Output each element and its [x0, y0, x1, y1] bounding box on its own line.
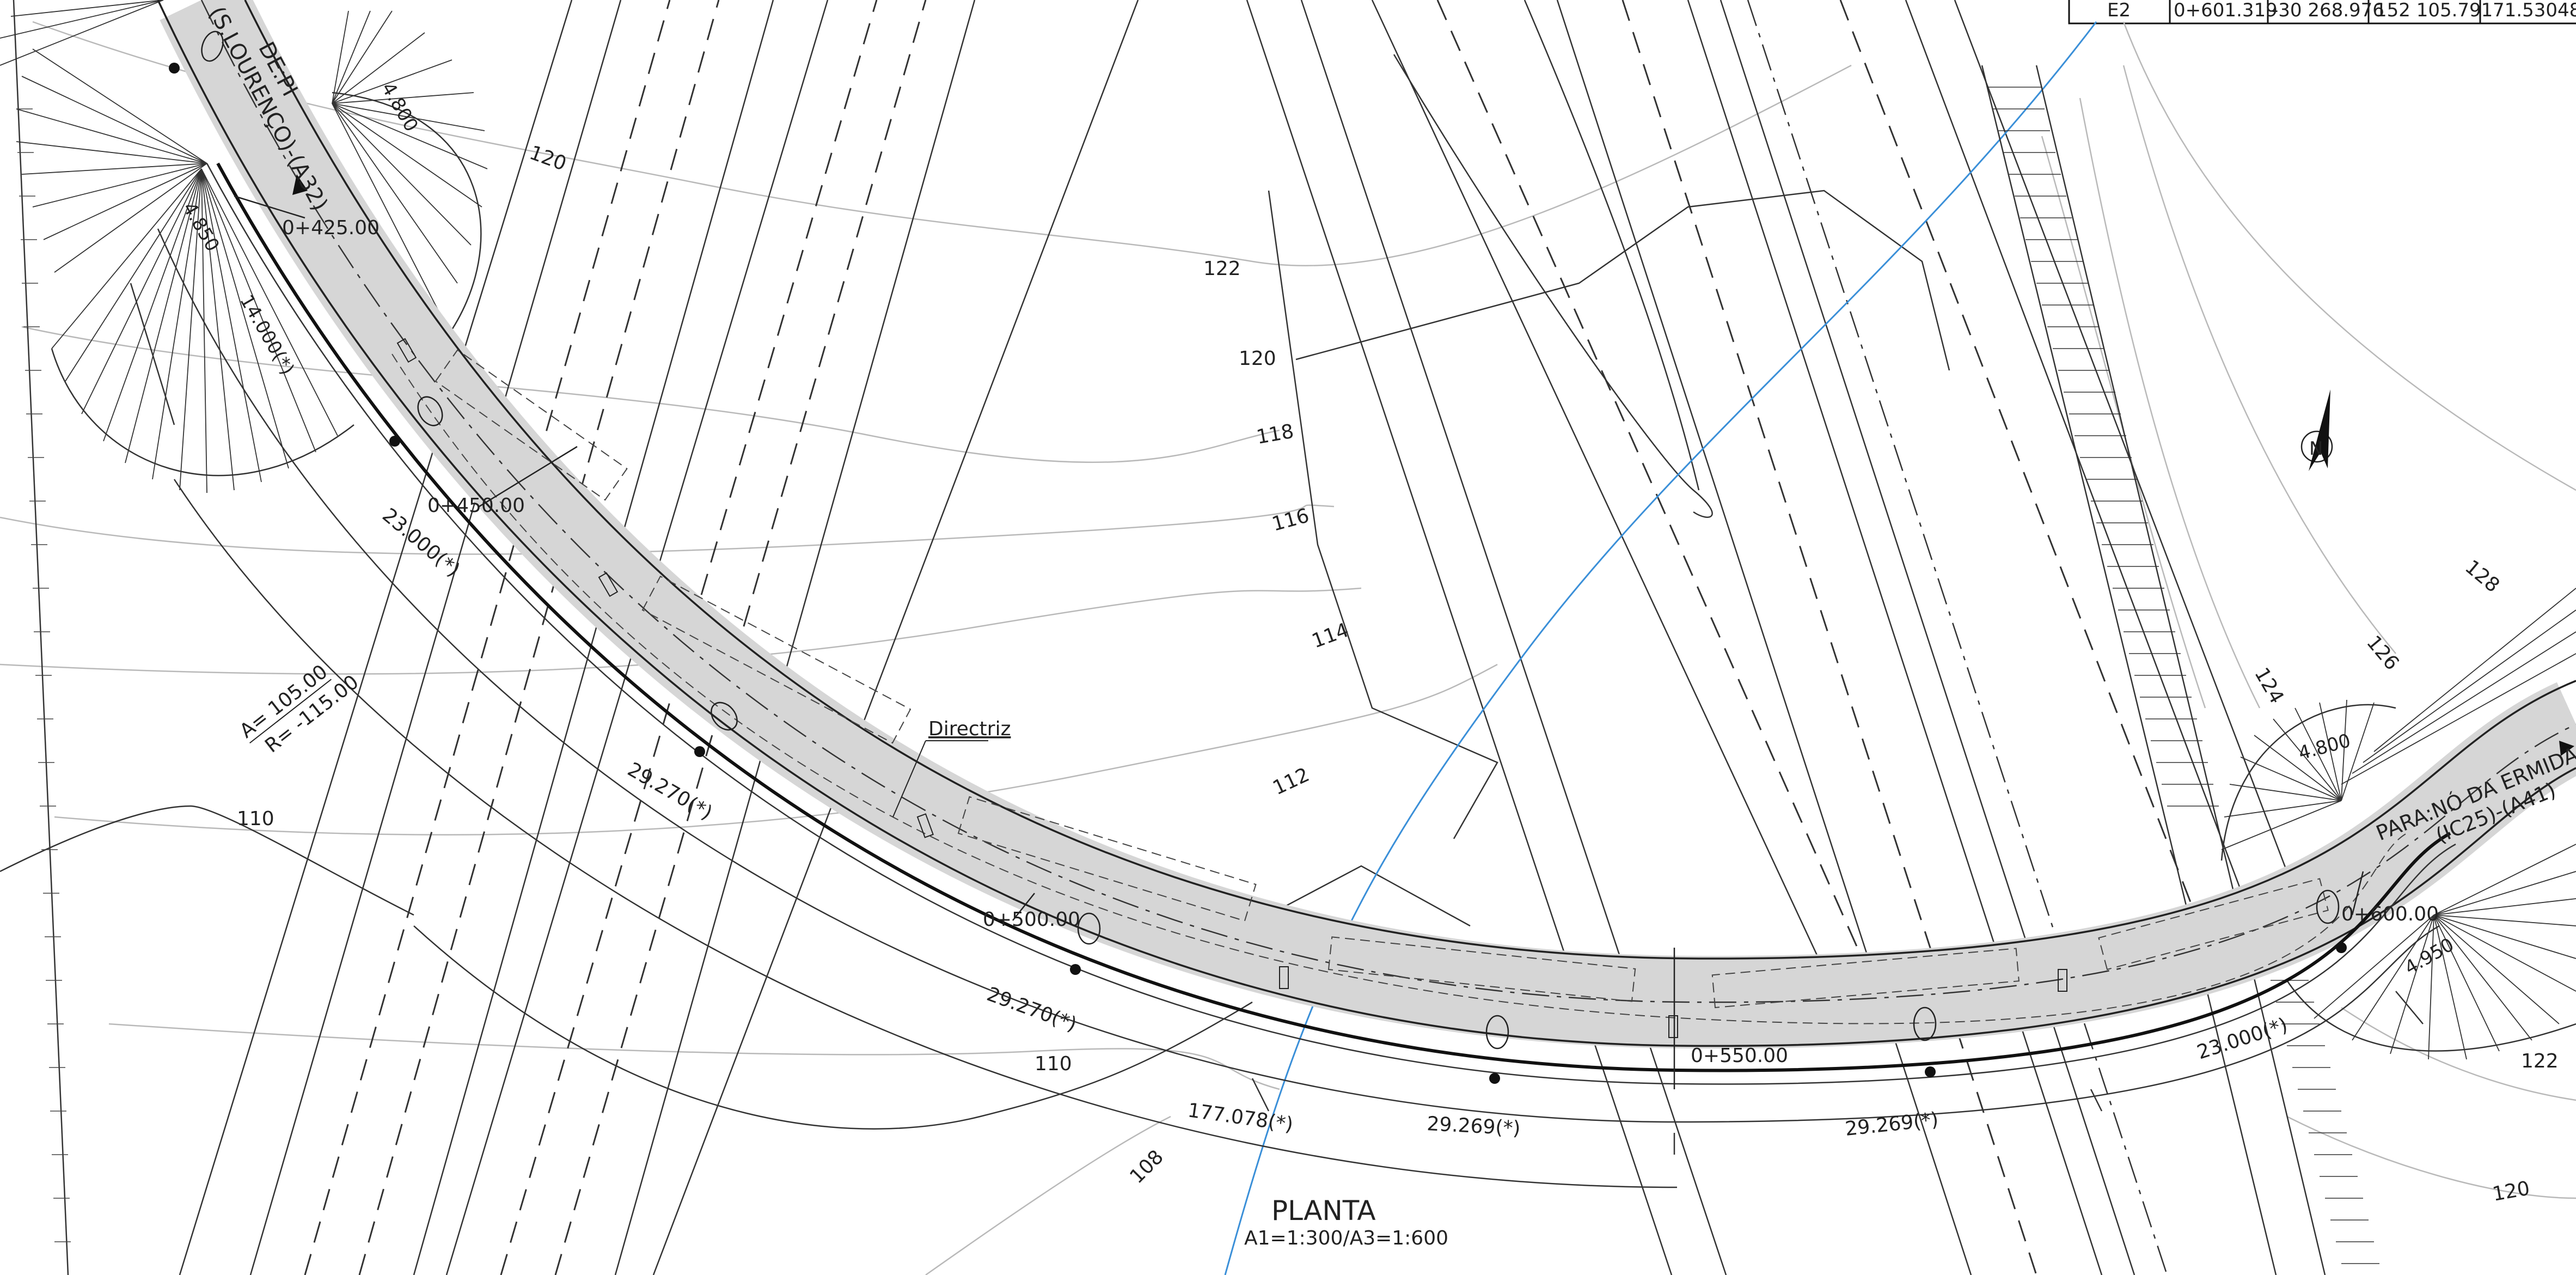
drawing-labels: 0+425.00 0+450.00 0+500.00 0+550.00 0+60…	[178, 3, 2576, 1249]
ramp-road	[157, 0, 2576, 1089]
slope-fan-right-upper	[2220, 588, 2576, 861]
slope-fan-top-right	[332, 10, 488, 338]
dimension-29270-b: 29.270(*)	[984, 983, 1080, 1036]
directriz-label: Directriz	[928, 718, 1011, 740]
contour-label: 108	[1125, 1146, 1168, 1188]
dimension-177078: 177.078(*)	[1186, 1099, 1295, 1136]
table-cell-station: 0+601.319	[2174, 0, 2278, 21]
contour-label: 110	[1035, 1053, 1072, 1075]
contour-label: 114	[1309, 619, 1352, 652]
left-edge-hatching	[13, 0, 71, 1275]
contour-label: 112	[1269, 764, 1313, 800]
contour-label: 122	[2521, 1050, 2559, 1072]
dimension-14000: 14.000(*)	[235, 291, 298, 379]
dimension-lines	[130, 228, 2440, 1188]
table-cell-y: 152 105.791	[2375, 0, 2493, 21]
coordinate-table: E2 0+601.319 -30 268.976 152 105.791 71.…	[2068, 0, 2576, 25]
watercourse-line	[1224, 21, 2097, 1275]
table-cell-z: 71.53048	[2493, 0, 2576, 21]
view-title: PLANTA	[1271, 1195, 1376, 1227]
contour-label: 120	[2491, 1178, 2531, 1206]
station-label-425: 0+425.00	[282, 217, 380, 239]
table-cell-id: E2	[2107, 0, 2131, 21]
station-label-600: 0+600.00	[2341, 903, 2439, 925]
north-arrow-icon: N	[2300, 389, 2333, 471]
direction-arrow-left	[292, 174, 308, 195]
dimension-4800-top: 4.800	[377, 79, 422, 136]
dimension-23000-right: 23.000(*)	[2194, 1014, 2290, 1064]
slope-fan-top-left	[0, 0, 354, 493]
station-label-550: 0+550.00	[1691, 1045, 1788, 1067]
contour-label: 116	[1270, 504, 1312, 535]
station-label-450: 0+450.00	[427, 495, 525, 517]
contour-label: 118	[1255, 420, 1295, 449]
view-scale: A1=1:300/A3=1:600	[1244, 1227, 1448, 1249]
direction-arrow-right	[2559, 741, 2574, 756]
dimension-4950-right: 4.950	[2401, 934, 2458, 979]
dimension-4800-right: 4.800	[2296, 730, 2353, 765]
table-cell-x: -30 268.976	[2272, 0, 2384, 21]
contour-label: 120	[527, 142, 570, 175]
right-hatched-band	[1981, 65, 2379, 1275]
contour-label: 126	[2362, 631, 2403, 674]
dimension-29269-a: 29.269(*)	[1427, 1113, 1521, 1140]
contour-label: 128	[2461, 556, 2504, 597]
slope-fan-right-lower	[2286, 844, 2576, 1060]
contour-label: 122	[1203, 258, 1241, 280]
contour-label: 120	[1239, 347, 1276, 370]
station-label-500: 0+500.00	[983, 908, 1080, 931]
north-label: N	[2309, 438, 2323, 460]
contour-label: 110	[237, 808, 274, 830]
